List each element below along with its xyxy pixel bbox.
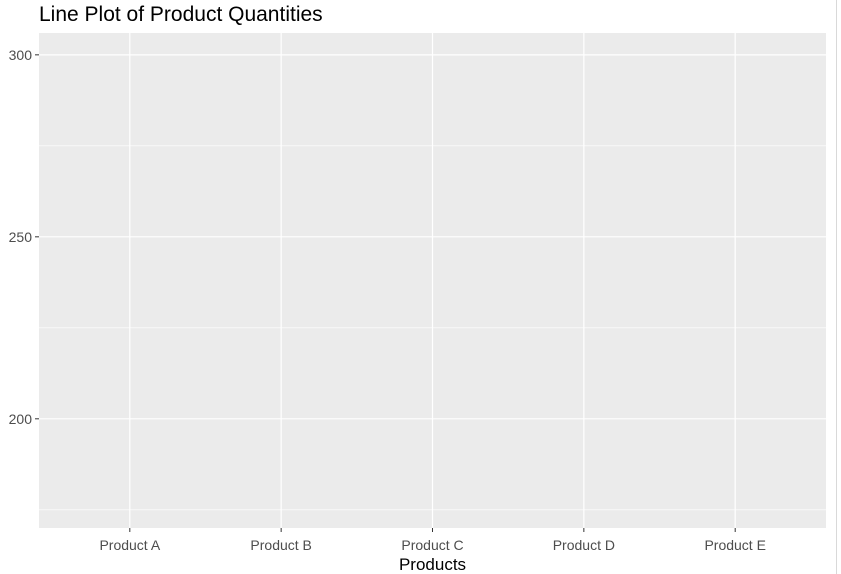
y-tick-label: 250 — [9, 229, 33, 245]
x-axis-title: Products — [399, 555, 466, 574]
x-tick-label: Product B — [250, 537, 311, 553]
x-tick-label: Product D — [553, 537, 615, 553]
y-tick-label: 300 — [9, 47, 33, 63]
x-tick-label: Product E — [704, 537, 765, 553]
x-tick-label: Product C — [401, 537, 463, 553]
x-tick-label: Product A — [99, 537, 160, 553]
chart-title: Line Plot of Product Quantities — [39, 3, 323, 26]
major-gridlines — [39, 33, 826, 528]
y-axis: 200 250 300 — [9, 47, 39, 427]
x-axis: Product A Product B Product C Product D Prod… — [99, 528, 766, 553]
y-tick-label: 200 — [9, 411, 33, 427]
